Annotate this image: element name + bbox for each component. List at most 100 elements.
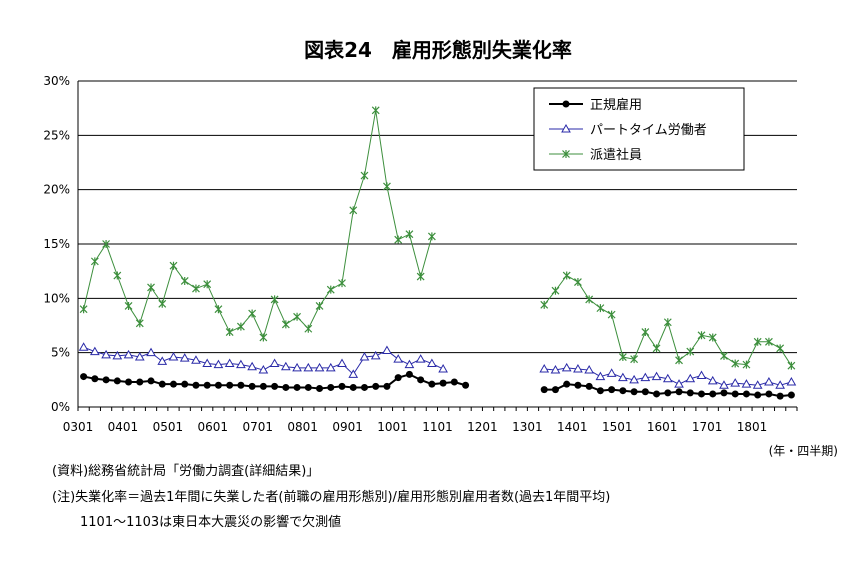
data-point	[438, 363, 448, 373]
legend-label: 正規雇用	[590, 97, 642, 113]
data-point	[427, 232, 436, 241]
data-point	[607, 310, 616, 319]
x-tick-label: 1701	[692, 420, 723, 434]
series-1	[80, 370, 795, 400]
y-tick-label: 5%	[51, 346, 70, 360]
data-point	[405, 230, 414, 239]
x-tick-label: 1601	[647, 420, 678, 434]
data-point	[338, 279, 346, 288]
series-2	[78, 342, 797, 389]
data-point	[415, 354, 426, 363]
data-point	[462, 381, 470, 389]
data-point	[281, 320, 290, 329]
data-point	[179, 353, 190, 362]
data-point	[596, 387, 604, 395]
data-point	[180, 276, 189, 285]
data-point	[428, 380, 436, 388]
data-point	[640, 372, 651, 382]
x-tick-label: 1001	[377, 420, 408, 434]
chart-svg: 図表24 雇用形態別失業化率 0%5%10%15%20%25%30% 0301 0…	[43, 38, 838, 458]
series-lines	[78, 106, 797, 400]
data-point	[214, 381, 222, 389]
data-point	[606, 368, 617, 377]
gridlines	[77, 80, 797, 408]
data-point	[584, 365, 595, 374]
data-point	[753, 337, 762, 346]
data-point	[608, 386, 616, 394]
data-point	[125, 378, 133, 386]
data-point	[113, 271, 122, 280]
legend-label: パートタイム労働者	[590, 123, 707, 138]
data-point	[326, 285, 335, 294]
data-point	[596, 304, 605, 313]
data-point	[80, 373, 88, 381]
data-point	[540, 386, 548, 394]
data-point	[709, 390, 717, 398]
missing-data-note: 1101～1103は東日本大震災の影響で欠測値	[80, 515, 342, 530]
x-tick-label: 0301	[63, 420, 94, 434]
data-point	[101, 349, 111, 359]
data-point	[764, 337, 773, 346]
x-tick-label: 0601	[198, 420, 229, 434]
data-point	[269, 358, 280, 368]
x-tick-label: 0501	[153, 420, 184, 434]
data-point	[595, 371, 606, 381]
data-point	[675, 356, 683, 365]
data-point	[135, 319, 144, 328]
data-point	[707, 375, 718, 385]
data-point	[719, 380, 729, 389]
y-tick-label: 30%	[43, 74, 70, 88]
y-axis-ticks: 0% 5% 10% 15% 20% 25% 30%	[43, 74, 70, 414]
data-point	[686, 389, 694, 397]
y-tick-label: 10%	[43, 291, 70, 305]
data-point	[314, 362, 325, 372]
data-point	[776, 344, 785, 353]
data-point	[540, 300, 549, 309]
x-tick-label: 0901	[332, 420, 363, 434]
data-point	[775, 380, 786, 389]
x-tick-label: 1101	[422, 420, 453, 434]
data-point	[113, 377, 121, 385]
data-point	[271, 382, 279, 390]
data-point	[146, 347, 156, 357]
x-axis-ticks: 0301 0401 0501 0601 0701 0801 0901 1001 1101 1201…	[63, 407, 798, 434]
y-tick-label: 0%	[51, 400, 70, 414]
data-point	[685, 373, 696, 383]
data-point	[202, 358, 213, 368]
x-tick-label: 1801	[737, 420, 768, 434]
data-point	[720, 389, 728, 397]
x-axis-label: (年・四半期)	[769, 444, 838, 458]
data-point	[383, 382, 391, 390]
data-point	[394, 235, 403, 244]
series-3	[79, 106, 796, 370]
data-point	[293, 312, 301, 321]
data-point	[226, 381, 234, 389]
data-point	[662, 373, 673, 383]
data-point	[370, 350, 381, 360]
y-tick-label: 15%	[43, 237, 70, 251]
data-point	[675, 388, 683, 396]
data-point	[214, 305, 223, 314]
data-point	[764, 376, 774, 386]
data-point	[181, 380, 189, 388]
data-point	[203, 381, 211, 389]
data-point	[237, 381, 245, 389]
data-point	[158, 299, 167, 308]
data-point	[293, 383, 301, 391]
data-point	[168, 352, 179, 361]
data-point	[641, 388, 649, 396]
data-point	[696, 370, 707, 379]
data-point	[304, 383, 312, 391]
data-point	[741, 379, 752, 388]
data-point	[550, 365, 561, 374]
data-point	[124, 301, 133, 310]
data-point	[360, 171, 369, 180]
data-point	[349, 206, 358, 215]
data-point	[112, 350, 123, 360]
data-point	[316, 385, 324, 393]
data-point	[561, 362, 572, 372]
data-point	[349, 383, 357, 391]
data-point	[248, 382, 256, 390]
data-point	[731, 390, 739, 398]
data-point	[730, 378, 741, 387]
